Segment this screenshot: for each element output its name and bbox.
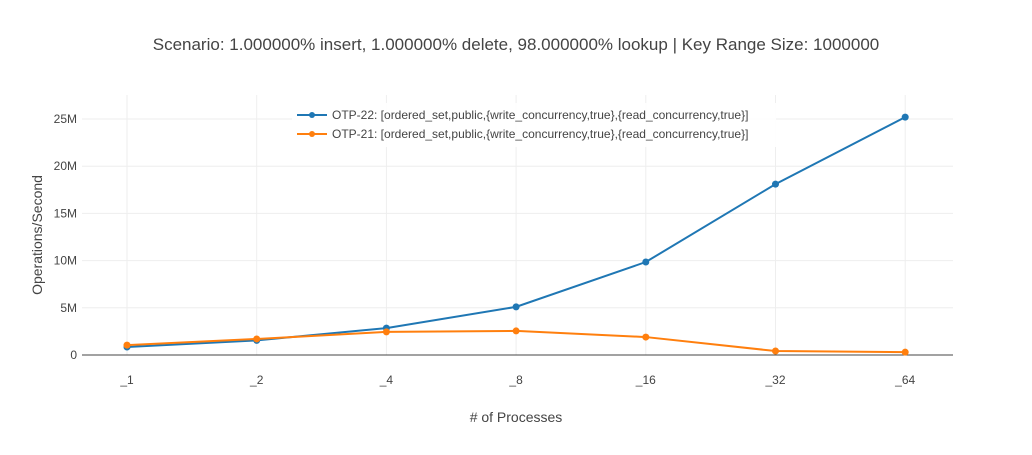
legend-label: OTP-21: [ordered_set,public,{write_concu… bbox=[332, 127, 748, 141]
data-point[interactable] bbox=[123, 341, 131, 349]
data-point[interactable] bbox=[901, 113, 909, 121]
data-point[interactable] bbox=[642, 333, 650, 341]
legend-marker-icon bbox=[309, 131, 315, 137]
y-tick-label: 15M bbox=[54, 206, 77, 220]
x-tick-label: _4 bbox=[379, 373, 394, 387]
data-point[interactable] bbox=[382, 328, 390, 336]
y-tick-label: 20M bbox=[54, 159, 77, 173]
chart-title: Scenario: 1.000000% insert, 1.000000% de… bbox=[153, 35, 880, 54]
axes: 0 5M 10M 15M 20M 25M _1 _2 _4 _8 _16 _32 _64 bbox=[54, 112, 953, 387]
legend-item-otp-22[interactable]: OTP-22: [ordered_set,public,{write_concu… bbox=[297, 108, 748, 122]
x-tick-label: _16 bbox=[635, 373, 656, 387]
data-point[interactable] bbox=[642, 258, 650, 266]
series-otp-21 bbox=[123, 327, 909, 356]
legend-item-otp-21[interactable]: OTP-21: [ordered_set,public,{write_concu… bbox=[297, 127, 748, 141]
data-point[interactable] bbox=[772, 180, 779, 188]
legend-label: OTP-22: [ordered_set,public,{write_concu… bbox=[332, 108, 748, 122]
y-tick-label: 5M bbox=[60, 301, 77, 315]
x-tick-label: _64 bbox=[894, 373, 915, 387]
data-point[interactable] bbox=[253, 335, 261, 343]
data-point[interactable] bbox=[512, 327, 520, 335]
data-point[interactable] bbox=[512, 303, 520, 311]
data-point[interactable] bbox=[772, 347, 779, 355]
plot-area bbox=[123, 113, 909, 356]
x-tick-label: _32 bbox=[764, 373, 785, 387]
x-axis-title: # of Processes bbox=[470, 409, 563, 425]
legend-background bbox=[292, 103, 776, 147]
data-point[interactable] bbox=[901, 348, 909, 356]
x-tick-label: _2 bbox=[249, 373, 264, 387]
y-tick-label: 10M bbox=[54, 254, 77, 268]
legend[interactable]: OTP-22: [ordered_set,public,{write_concu… bbox=[292, 103, 776, 147]
y-tick-label: 0 bbox=[70, 348, 77, 362]
y-axis-title: Operations/Second bbox=[29, 175, 45, 295]
x-tick-label: _1 bbox=[119, 373, 134, 387]
y-tick-label: 25M bbox=[54, 112, 77, 126]
legend-marker-icon bbox=[309, 112, 315, 118]
x-tick-label: _8 bbox=[508, 373, 523, 387]
